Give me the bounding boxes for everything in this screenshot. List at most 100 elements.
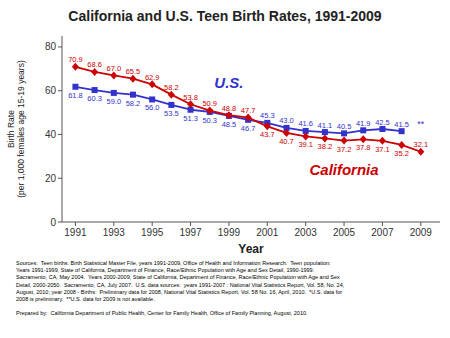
source-note: Sources: Teen births: Birth Statistical … bbox=[16, 260, 345, 316]
marker bbox=[341, 137, 348, 145]
marker bbox=[379, 126, 385, 132]
data-labels: 61.860.359.058.256.053.551.350.348.546.7… bbox=[68, 55, 428, 158]
data-label: 70.9 bbox=[68, 55, 83, 64]
y-axis-label-line: Birth Rate bbox=[6, 110, 16, 148]
x-tick bbox=[344, 222, 345, 226]
source-line bbox=[16, 303, 18, 309]
data-label: 39.1 bbox=[298, 140, 313, 149]
x-tick bbox=[113, 222, 114, 226]
data-label: 46.7 bbox=[241, 124, 256, 133]
data-label: 61.8 bbox=[68, 91, 83, 100]
series-label: California bbox=[309, 161, 378, 178]
y-axis-line bbox=[62, 36, 63, 222]
data-label: 41.6 bbox=[298, 119, 313, 128]
source-line: 2008 is preliminary. **U.S. data for 200… bbox=[16, 296, 155, 302]
x-tick-label: 1993 bbox=[103, 227, 126, 238]
data-label: 50.9 bbox=[202, 99, 217, 108]
x-tick-label: 2003 bbox=[295, 227, 318, 238]
x-tick-label: 1997 bbox=[179, 227, 202, 238]
title: California and U.S. Teen Birth Rates, 19… bbox=[68, 8, 382, 24]
x-tick bbox=[267, 222, 268, 226]
x-tick-label: 2005 bbox=[333, 227, 356, 238]
source-line: Sacramento, CA, May 2004. Years 2000-200… bbox=[16, 274, 340, 280]
x-tick-label: 1991 bbox=[64, 227, 87, 238]
y-tick-label: 40 bbox=[45, 129, 57, 140]
data-label: 56.0 bbox=[145, 103, 160, 112]
y-tick-label: 80 bbox=[45, 41, 57, 52]
data-label: 41.5 bbox=[394, 120, 409, 129]
data-label: 35.2 bbox=[394, 149, 409, 158]
data-label: 65.5 bbox=[126, 67, 141, 76]
data-label: 41.1 bbox=[318, 121, 333, 130]
data-label: 37.1 bbox=[375, 145, 390, 154]
marker bbox=[360, 135, 367, 143]
x-tick-label: 1995 bbox=[141, 227, 164, 238]
source-line: Years 1991-1999, State of California, De… bbox=[16, 267, 315, 273]
data-label: 37.8 bbox=[356, 143, 371, 152]
data-label: 60.3 bbox=[87, 94, 102, 103]
x-tick bbox=[382, 222, 383, 226]
data-label: 48.8 bbox=[222, 104, 237, 113]
data-label: 43.0 bbox=[279, 116, 294, 125]
y-tick bbox=[58, 178, 62, 179]
y-axis-label: Birth Rate(per 1,000 females age 15-19 y… bbox=[6, 60, 26, 198]
data-label: 62.9 bbox=[145, 73, 160, 82]
data-label: 58.2 bbox=[164, 83, 179, 92]
data-label: 68.6 bbox=[87, 60, 102, 69]
marker bbox=[398, 141, 405, 149]
annotation: ** bbox=[417, 119, 425, 129]
x-tick bbox=[305, 222, 306, 226]
data-label: 40.5 bbox=[337, 122, 352, 131]
series-label: U.S. bbox=[214, 74, 243, 91]
y-tick-label: 0 bbox=[50, 217, 56, 228]
x-tick bbox=[228, 222, 229, 226]
data-label: 51.3 bbox=[183, 114, 198, 123]
marker bbox=[72, 84, 78, 90]
data-label: 42.5 bbox=[375, 118, 390, 127]
marker bbox=[302, 132, 309, 140]
data-label: 41.9 bbox=[356, 119, 371, 128]
x-tick-label: 2009 bbox=[410, 227, 433, 238]
x-tick bbox=[420, 222, 421, 226]
marker bbox=[130, 92, 136, 98]
x-tick bbox=[152, 222, 153, 226]
marker bbox=[360, 127, 366, 133]
x-tick-label: 2007 bbox=[371, 227, 394, 238]
y-tick bbox=[58, 134, 62, 135]
marker bbox=[322, 129, 328, 135]
data-label: 45.3 bbox=[260, 111, 275, 120]
data-label: 48.5 bbox=[222, 120, 237, 129]
plot-area bbox=[72, 63, 424, 156]
x-tick bbox=[190, 222, 191, 226]
source-line: Detail, 2000-2050. Sacramento, CA, July … bbox=[16, 282, 345, 288]
y-tick bbox=[58, 90, 62, 91]
x-tick-label: 1999 bbox=[218, 227, 241, 238]
series-line bbox=[75, 87, 401, 134]
y-tick bbox=[58, 46, 62, 47]
x-tick bbox=[75, 222, 76, 226]
marker bbox=[379, 137, 386, 145]
x-tick-label: 2001 bbox=[256, 227, 279, 238]
marker bbox=[149, 96, 155, 102]
marker bbox=[111, 90, 117, 96]
y-tick-label: 20 bbox=[45, 173, 57, 184]
x-axis-label: Year bbox=[238, 242, 264, 256]
marker bbox=[399, 128, 405, 134]
marker bbox=[168, 102, 174, 108]
marker bbox=[92, 87, 98, 93]
marker bbox=[283, 129, 290, 137]
data-label: 32.1 bbox=[414, 140, 429, 149]
marker bbox=[321, 134, 328, 142]
marker bbox=[264, 122, 271, 130]
y-axis-label-line: (per 1,000 females age 15-19 years) bbox=[16, 60, 26, 198]
data-label: 47.7 bbox=[241, 106, 256, 115]
source-line: Prepared by: California Department of Pu… bbox=[16, 310, 308, 316]
data-label: 43.7 bbox=[260, 130, 275, 139]
data-label: 50.3 bbox=[202, 116, 217, 125]
x-axis-line bbox=[62, 222, 440, 223]
y-tick bbox=[58, 222, 62, 223]
data-label: 53.5 bbox=[164, 109, 179, 118]
data-label: 37.2 bbox=[337, 145, 352, 154]
data-label: 40.7 bbox=[279, 137, 294, 146]
series-line bbox=[75, 67, 420, 152]
